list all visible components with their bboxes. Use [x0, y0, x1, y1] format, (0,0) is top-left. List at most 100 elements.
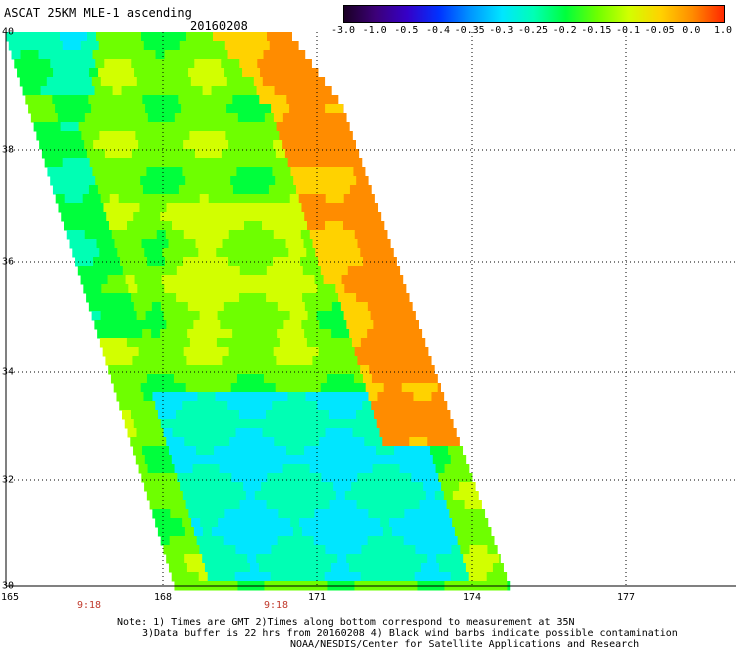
swath-cell [267, 239, 278, 249]
swath-cell [336, 113, 347, 123]
swath-cell [180, 338, 191, 348]
swath-cell [333, 572, 344, 582]
swath-cell [295, 329, 305, 339]
swath-cell [428, 383, 439, 393]
swath-cell [345, 230, 356, 240]
swath-cell [421, 446, 431, 456]
swath-cell [211, 320, 221, 330]
swath-cell [175, 410, 186, 420]
swath-cell [171, 248, 181, 258]
swath-cell [132, 122, 143, 132]
swath-cell [113, 59, 123, 69]
swath-cell [166, 527, 177, 537]
colorbar-tick-label: -0.35 [454, 25, 485, 36]
swath-cell [371, 401, 381, 411]
swath-cell [302, 266, 313, 276]
swath-cell [309, 113, 320, 123]
swath-cell [469, 545, 479, 555]
swath-cell [107, 41, 118, 51]
swath-cell [130, 86, 141, 96]
swath-cell [111, 140, 121, 150]
swath-cell [396, 365, 406, 375]
swath-cell [159, 32, 169, 42]
swath-cell [326, 401, 336, 411]
swath-cell [248, 59, 258, 69]
swath-cell [392, 500, 403, 510]
swath-cell [328, 437, 338, 447]
swath-cell [125, 275, 136, 285]
swath-cell [197, 392, 207, 402]
swath-cell [300, 257, 310, 267]
swath-cell [370, 545, 380, 555]
swath-cell [265, 527, 276, 537]
swath-cell [194, 293, 204, 303]
swath-cell [308, 167, 318, 177]
swath-cell [274, 410, 285, 420]
swath-cell [92, 50, 103, 60]
swath-cell [83, 167, 93, 177]
swath-cell [373, 410, 384, 420]
swath-cell [167, 149, 178, 159]
swath-cell [86, 149, 97, 159]
swath-cell [443, 401, 448, 411]
swath-cell [417, 347, 428, 357]
swath-cell [171, 365, 181, 375]
swath-cell [344, 401, 354, 411]
swath-cell [252, 455, 263, 465]
swath-cell [394, 446, 404, 456]
swath-cell [375, 239, 386, 249]
swath-cell [243, 221, 254, 231]
swath-cell [308, 284, 318, 294]
swath-cell [73, 77, 84, 87]
swath-cell [256, 527, 267, 537]
swath-cell [163, 194, 174, 204]
swath-cell [286, 446, 296, 456]
swath-cell [271, 194, 282, 204]
swath-cell [150, 356, 160, 366]
swath-cell [148, 203, 158, 213]
swath-cell [142, 419, 153, 429]
swath-cell [423, 365, 433, 375]
swath-cell [351, 365, 361, 375]
swath-cell [437, 500, 448, 510]
swath-cell [206, 509, 216, 519]
swath-cell [353, 284, 363, 294]
colorbar-tick-label: -0.2 [552, 25, 577, 36]
swath-cell [442, 545, 452, 555]
swath-cell [378, 338, 389, 348]
swath-cell [286, 419, 297, 429]
swath-cell [277, 446, 287, 456]
swath-cell [110, 374, 121, 384]
swath-cell [249, 239, 260, 249]
swath-cell [218, 491, 229, 501]
swath-cell [342, 482, 352, 492]
swath-cell [144, 365, 154, 375]
swath-cell [343, 428, 354, 438]
swath-cell [134, 275, 145, 285]
swath-cell [224, 68, 234, 78]
swath-cell [248, 500, 259, 510]
swath-cell [195, 473, 205, 483]
swath-cell [236, 401, 246, 411]
swath-cell [287, 68, 297, 78]
swath-cell [319, 410, 330, 420]
swath-cell [398, 518, 408, 528]
swath-cell [226, 428, 237, 438]
swath-cell [332, 509, 342, 519]
swath-cell [50, 59, 60, 69]
swath-cell [286, 536, 297, 546]
swath-cell [218, 167, 228, 177]
swath-cell [304, 446, 314, 456]
swath-cell [113, 176, 123, 186]
swath-cell [214, 536, 225, 546]
swath-cell [324, 248, 334, 258]
swath-cell [289, 545, 299, 555]
swath-cell [163, 545, 173, 555]
swath-cell [91, 77, 102, 87]
swath-cell [349, 302, 360, 312]
swath-cell [395, 275, 404, 285]
swath-cell [338, 176, 348, 186]
swath-cell [436, 437, 446, 447]
swath-cell [46, 77, 57, 87]
